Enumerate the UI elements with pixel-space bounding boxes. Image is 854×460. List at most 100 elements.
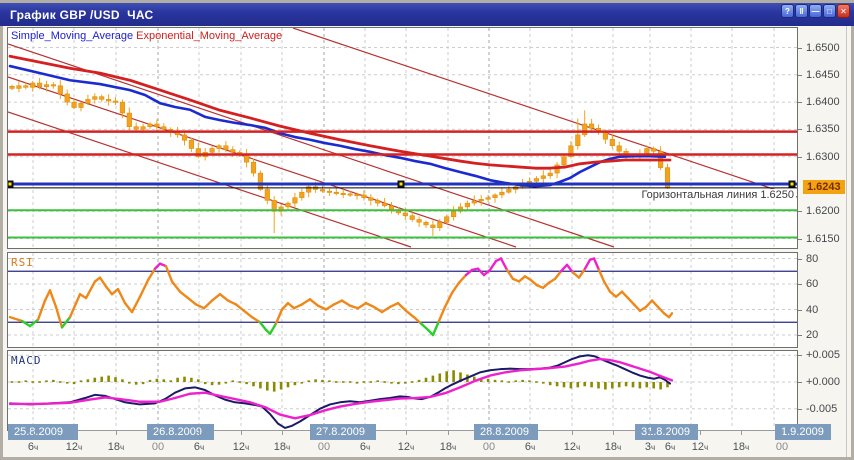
time-axis-tick [33,431,34,435]
macd-panel[interactable] [7,350,798,431]
sma-line [8,64,667,188]
time-axis-tick [700,431,701,435]
ema-legend-label: Exponential_Moving_Average [136,30,283,42]
right-edge-divider [846,26,847,457]
time-tick-label: 00 [775,441,789,453]
trend-line [8,43,615,248]
rsi-axis-tick [798,258,802,260]
macd-signal-line [8,357,674,420]
time-tick-label: 6ч [27,441,39,453]
time-axis-tick [613,431,614,435]
rsi-axis-label: 40 [806,303,819,316]
rsi-axis-tick [798,284,802,285]
price-chart[interactable] [8,28,797,248]
current-price-badge: 1.6243 [803,179,845,194]
time-tick-label: 12ч [65,441,83,453]
rsi-axis-label: 60 [806,278,819,290]
rsi-line [8,257,674,337]
time-axis-tick [241,431,242,435]
time-axis-tick [572,431,573,435]
time-tick-label: 3ч [644,441,656,453]
time-tick-label: 6ч [193,441,205,453]
price-axis-label: 1.6400 [806,96,840,109]
window-frame-right [851,26,854,457]
close-button[interactable]: ✕ [837,4,850,18]
indicator-legend: Simple_Moving_Average Exponential_Moving… [11,30,282,42]
date-chip: 25.8.2009 [8,424,78,440]
rsi-axis-label: 20 [806,329,819,341]
time-tick-label: 00 [482,441,496,453]
macd-axis-tick [798,408,802,410]
macd-chart[interactable] [8,351,797,429]
time-tick-label: 18ч [273,441,291,453]
window-frame-top [0,0,854,3]
time-axis-tick [741,431,742,435]
ema-line [8,54,672,170]
horizontal-line-label: Горизонтальная линия 1.6250 [639,189,796,201]
window-frame-bottom [0,457,854,460]
price-axis-label: 1.6450 [806,68,840,81]
date-chip: 31.8.2009 [635,424,698,440]
macd-histogram [10,370,669,392]
macd-axis-label: +0.000 [806,376,840,388]
price-axis-tick [798,102,802,104]
date-chip: 1.9.2009 [775,424,831,440]
rsi-axis-tick [798,309,802,311]
time-axis-line [8,430,830,431]
price-axis-tick [798,47,802,49]
time-axis-tick [530,431,531,435]
time-tick-label: 18ч [604,441,622,453]
time-tick-label: 6ч [664,441,676,453]
time-tick-label: 12ч [232,441,250,453]
macd-line [9,354,671,429]
time-tick-label: 12ч [563,441,581,453]
time-axis-tick [116,431,117,435]
time-axis-tick [365,431,366,435]
time-tick-label: 12ч [691,441,709,453]
time-tick-label: 6ч [524,441,536,453]
time-tick-label: 18ч [439,441,457,453]
date-chip: 27.8.2009 [310,424,376,440]
rsi-chart[interactable] [8,253,797,346]
time-axis-tick [489,431,490,435]
time-tick-label: 18ч [732,441,750,453]
price-axis-tick [798,129,802,131]
rsi-panel-label: RSI [11,256,34,269]
time-axis-tick [74,431,75,435]
rsi-axis-label: 80 [806,252,819,265]
time-tick-label: 6ч [359,441,371,453]
rsi-axis-tick [798,335,802,336]
trend-line [8,111,412,248]
price-panel[interactable] [7,27,798,249]
macd-axis-label: -0.005 [806,402,838,415]
time-tick-label: 00 [151,441,165,453]
sma-legend-label: Simple_Moving_Average [11,30,134,42]
time-tick-label: 00 [317,441,331,453]
price-axis-tick [798,74,802,76]
window-buttons: ? ‖ — □ ✕ [781,4,850,18]
collapse-button[interactable]: ‖ [795,4,808,18]
candles [9,77,671,236]
time-tick-label: 12ч [397,441,415,453]
price-axis-tick [798,211,802,213]
time-tick-label: 18ч [107,441,125,453]
macd-axis-label: +0.005 [806,349,840,362]
macd-panel-label: MACD [11,354,42,367]
minimize-button[interactable]: — [809,4,822,18]
time-axis-tick [158,431,159,435]
price-axis-label: 1.6150 [806,232,840,245]
time-axis-tick [650,431,651,435]
maximize-button[interactable]: □ [823,4,836,18]
price-axis-label: 1.6200 [806,205,840,218]
price-axis-tick [798,238,802,240]
time-axis-tick [782,431,783,435]
help-button[interactable]: ? [781,4,794,18]
time-axis-tick [448,431,449,435]
titlebar[interactable]: График GBP /USD ЧАС [0,3,854,26]
time-axis-tick [199,431,200,435]
window-title: График GBP /USD ЧАС [10,7,154,22]
time-axis-tick [282,431,283,435]
time-axis-tick [324,431,325,435]
price-axis-tick [798,156,802,158]
